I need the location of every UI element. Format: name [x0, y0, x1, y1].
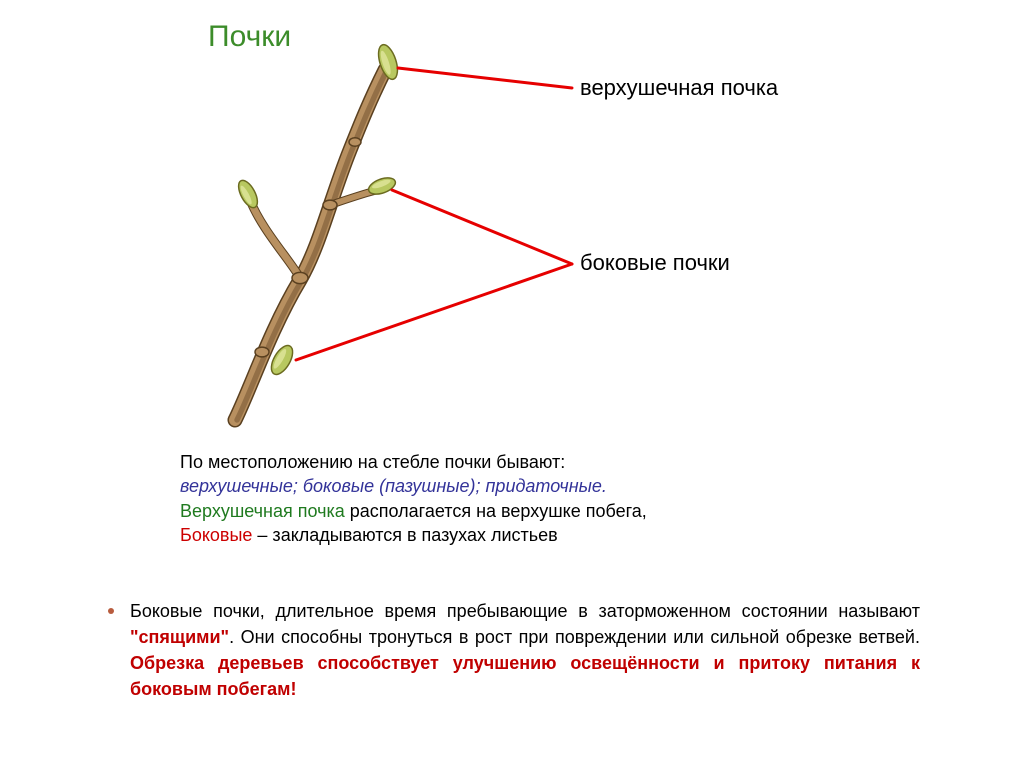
bullet-seg1: Боковые почки, длительное время пребываю…	[130, 601, 920, 621]
caption-lateral-term: Боковые	[180, 525, 252, 545]
bullet-seg4: Обрезка деревьев способствует улучшению …	[130, 653, 920, 699]
caption-line3: Верхушечная почка располагается на верху…	[180, 499, 900, 523]
caption-line4: Боковые – закладываются в пазухах листье…	[180, 523, 900, 547]
bullet-dot	[108, 608, 114, 614]
label-lateral-buds: боковые почки	[580, 250, 730, 276]
bullet-seg3: . Они способны тронуться в рост при повр…	[229, 627, 920, 647]
caption-block: По местоположению на стебле почки бывают…	[180, 450, 900, 547]
caption-apical-term: Верхушечная почка	[180, 501, 345, 521]
caption-line2: верхушечные; боковые (пазушные); придато…	[180, 474, 900, 498]
bullet-paragraph: Боковые почки, длительное время пребываю…	[130, 598, 920, 702]
label-apical-bud: верхушечная почка	[580, 75, 778, 101]
diagram-canvas: Почки верхушечная почка боковые почки По…	[0, 0, 1024, 767]
caption-line1: По местоположению на стебле почки бывают…	[180, 450, 900, 474]
branch-diagram	[0, 0, 1024, 480]
bullet-seg2: "спящими"	[130, 627, 229, 647]
